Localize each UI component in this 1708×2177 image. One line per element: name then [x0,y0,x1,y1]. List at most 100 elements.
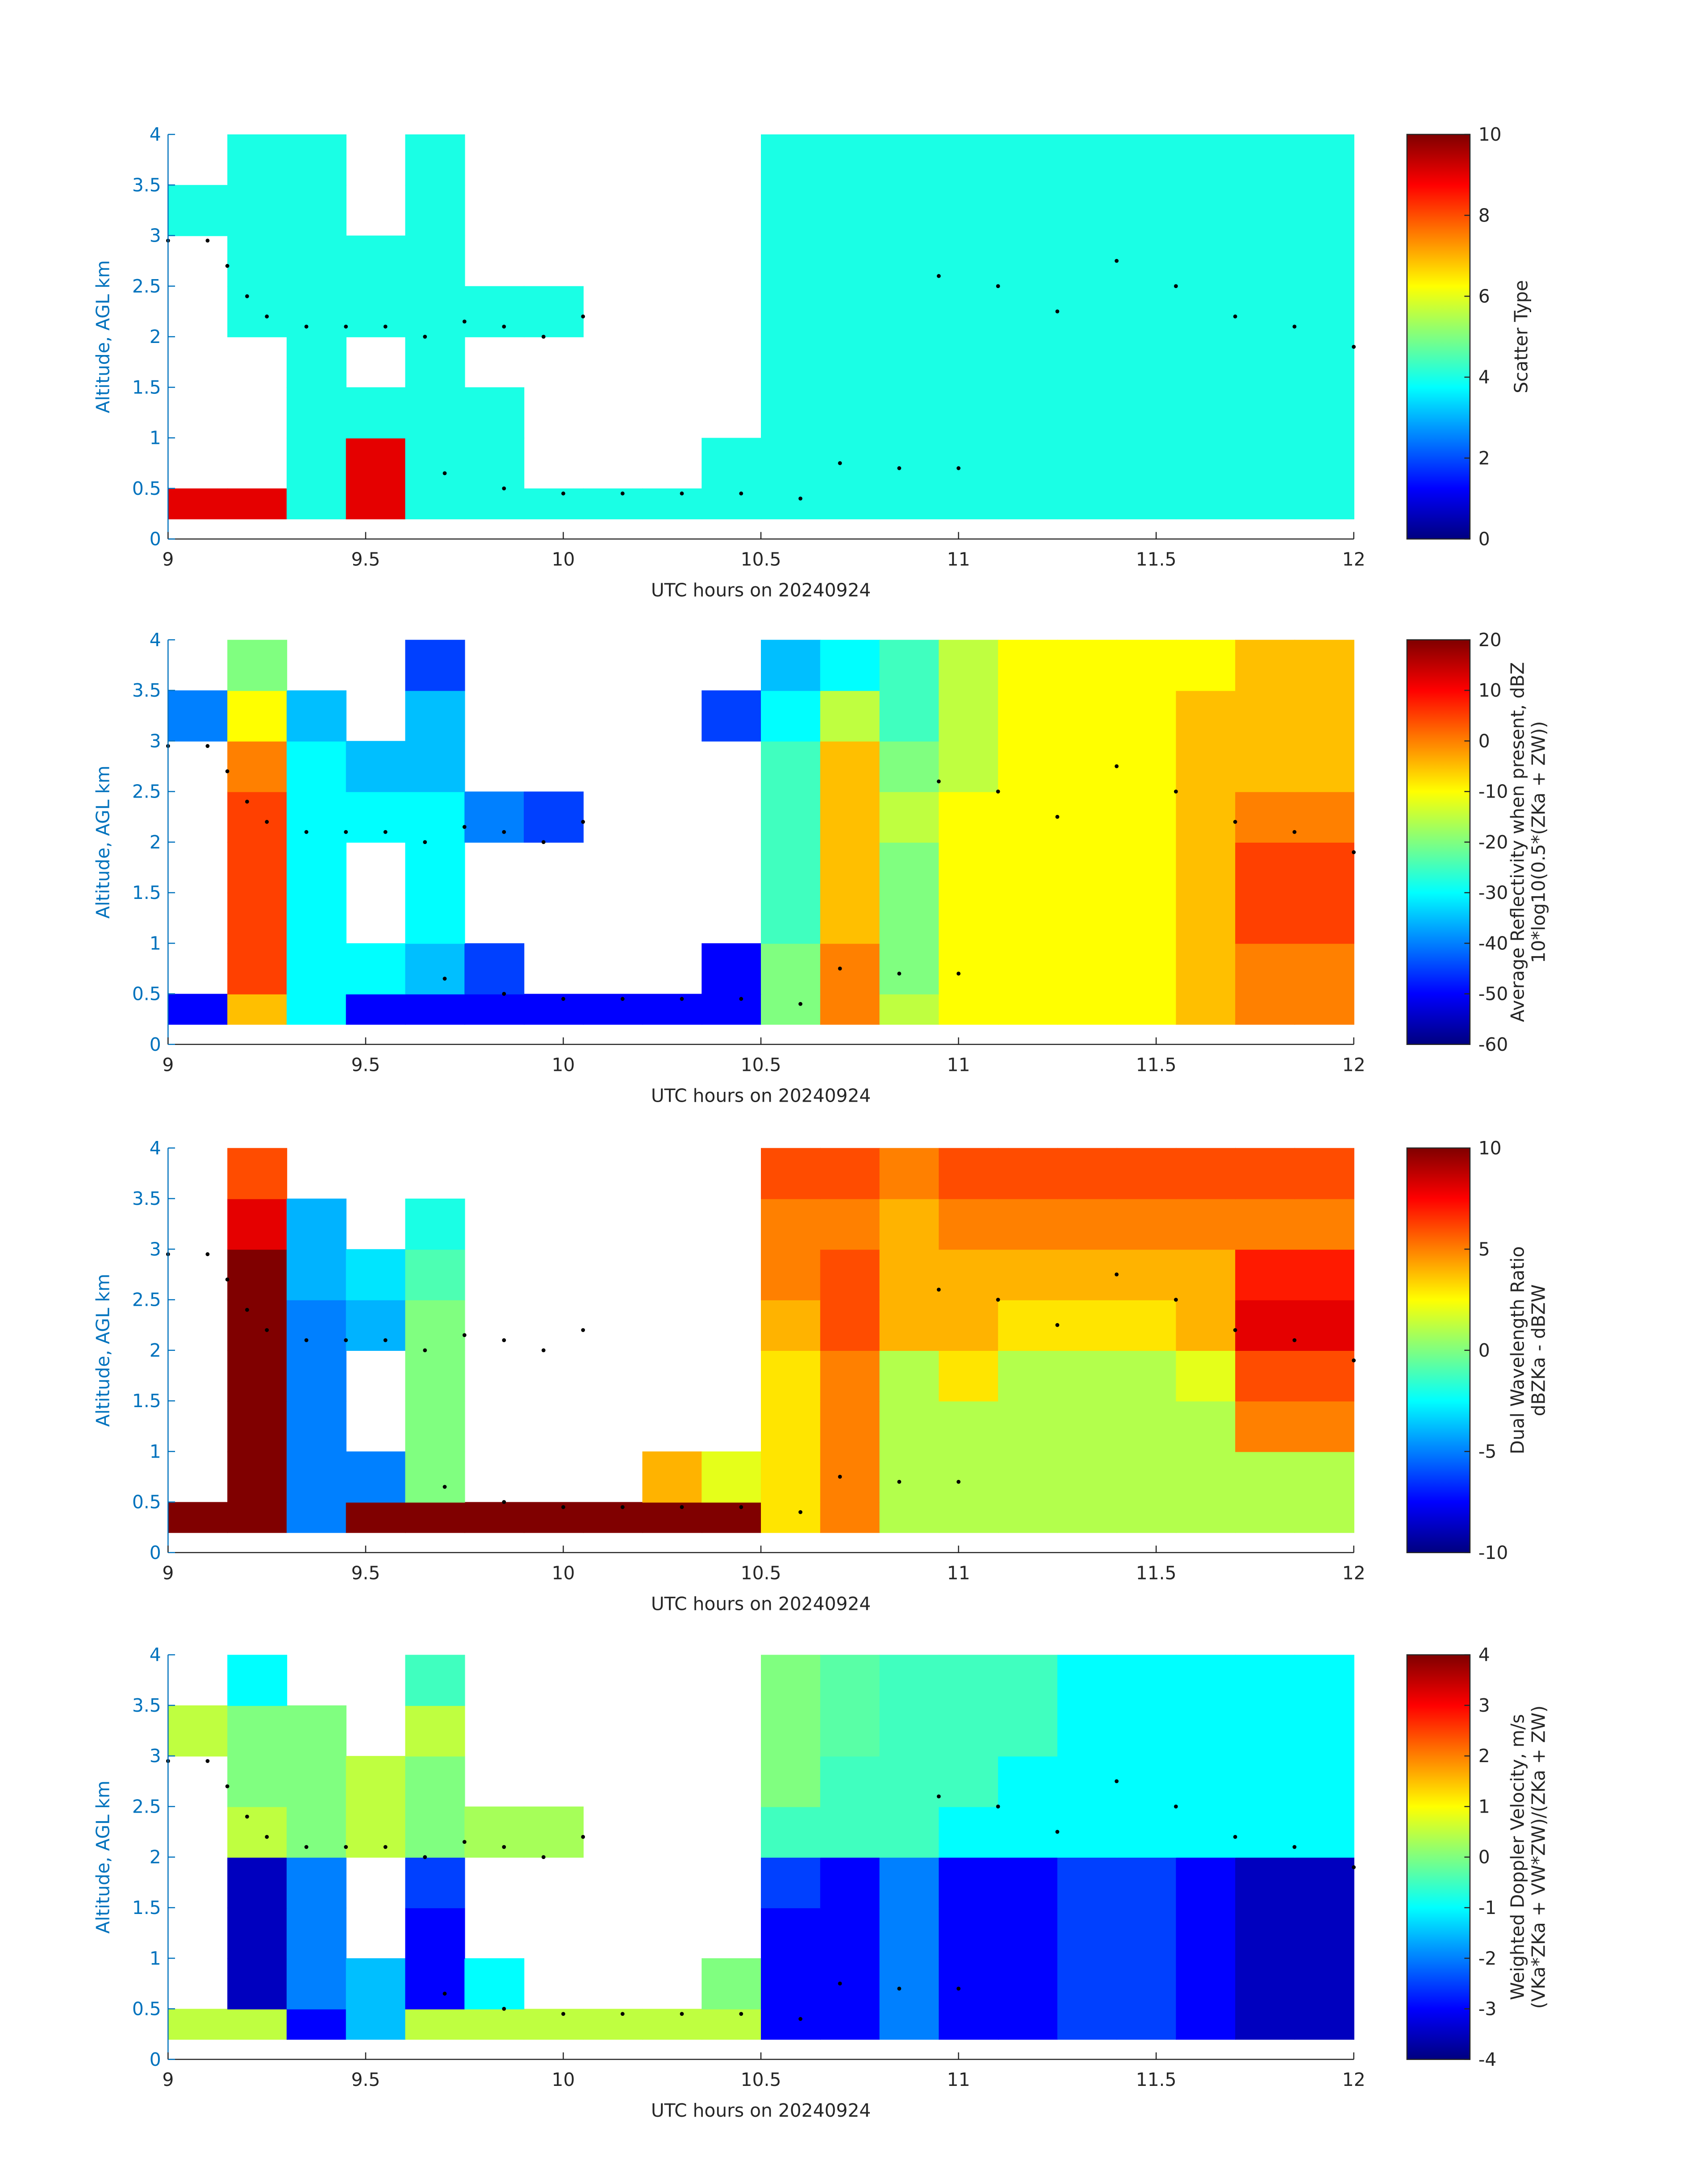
heatmap-cell [405,791,465,843]
heatmap-cell [761,639,821,691]
heatmap-cell [1116,1958,1177,2010]
heatmap-cell [1176,1705,1236,1757]
marker-dot [205,238,210,243]
x-tick-label: 9 [162,549,174,570]
heatmap-cell [820,1148,880,1199]
heatmap-cell [1176,1198,1236,1250]
x-tick-label: 9 [162,1562,174,1584]
y-tick-label: 0 [150,1542,161,1563]
marker-dot [462,825,467,829]
heatmap-cell [346,235,406,287]
heatmap-cell [998,1806,1058,1858]
marker-dot [443,977,447,981]
heatmap-cell [1235,1655,1295,1706]
heatmap-cell [227,1451,288,1503]
marker-dot [620,997,625,1001]
heatmap-cell [405,1756,465,1807]
heatmap-cell [405,1249,465,1300]
y-tick-label: 2.5 [132,276,161,297]
colorbar-tick-label: -40 [1478,932,1508,954]
heatmap-cell [642,1502,702,1533]
heatmap-cell [761,1198,821,1250]
heatmap-cell [1235,791,1295,843]
marker-dot [956,1479,960,1484]
y-tick-label: 3 [150,730,161,752]
heatmap-cell [761,1148,821,1199]
heatmap-cell [1057,1756,1117,1807]
marker-dot [502,992,506,996]
x-axis-label: UTC hours on 20240924 [651,1593,871,1614]
marker-dot [245,1308,249,1312]
heatmap-cell [227,134,288,186]
marker-dot [996,284,1000,288]
marker-dot [423,334,427,339]
heatmap-cell [998,134,1058,186]
heatmap-cell [405,892,465,944]
marker-dot [996,790,1000,794]
marker-dot [798,1002,802,1006]
heatmap-cell [820,1451,880,1503]
heatmap-cell [1116,235,1177,287]
heatmap-cell [1294,1502,1354,1533]
colorbar-tick-label: 6 [1478,285,1490,307]
marker-dot [680,2012,684,2016]
marker-dot [936,1287,941,1292]
marker-dot [225,1784,230,1788]
heatmap-cell [1057,185,1117,236]
heatmap-cell [998,387,1058,439]
marker-dot [956,971,960,976]
heatmap-cell [464,943,525,994]
heatmap-cell [405,134,465,186]
heatmap-cell [939,286,999,338]
heatmap-cell [227,235,288,287]
heatmap-cell [286,1705,347,1757]
heatmap-cell [879,1300,940,1351]
marker-dot [265,1328,269,1332]
marker-dot [1292,1338,1297,1342]
heatmap-cell [583,1502,643,1533]
heatmap-cell [464,994,525,1025]
heatmap-cell [1176,1655,1236,1706]
heatmap-cell [998,336,1058,388]
heatmap-cell [1057,842,1117,894]
heatmap-cell [820,1907,880,1959]
heatmap-cell [998,286,1058,338]
colorbar [1406,1654,1471,2060]
heatmap-cell [1116,943,1177,994]
heatmap-cell [1235,690,1295,742]
y-tick-label: 2 [150,1847,161,1868]
heatmap-cell [879,134,940,186]
marker-dot [561,2012,565,2016]
heatmap-cell [1235,1756,1295,1807]
heatmap-cell [939,994,999,1025]
heatmap-cell [227,1249,288,1300]
heatmap-cell [761,1907,821,1959]
heatmap-cell [1294,842,1354,894]
heatmap-cell [286,1451,347,1503]
marker-dot [1233,820,1237,824]
heatmap-cell [1235,892,1295,944]
heatmap-cell [761,1249,821,1300]
heatmap-cell [405,336,465,388]
heatmap-cell [405,1451,465,1503]
heatmap-cell [998,1857,1058,1909]
heatmap-cell [464,438,525,489]
heatmap-cell [761,1451,821,1503]
heatmap-cell [998,1451,1058,1503]
heatmap-cell [939,438,999,489]
y-tick-label: 2 [150,832,161,853]
heatmap-cell [939,842,999,894]
heatmap-cell [761,1502,821,1533]
colorbar-tick-label: -5 [1478,1441,1497,1462]
heatmap-cell [1294,235,1354,287]
colorbar-tick-label: 0 [1478,730,1490,752]
heatmap-cell [1235,2009,1295,2040]
heatmap-cell [998,1350,1058,1402]
heatmap-cell [1235,741,1295,792]
heatmap-cell [1057,1907,1117,1959]
marker-dot [423,840,427,844]
y-tick-label: 4 [150,1644,161,1666]
colorbar-label: (VKa*ZKa + VW*ZW)/(ZKa + ZW) [1528,1705,1549,2009]
